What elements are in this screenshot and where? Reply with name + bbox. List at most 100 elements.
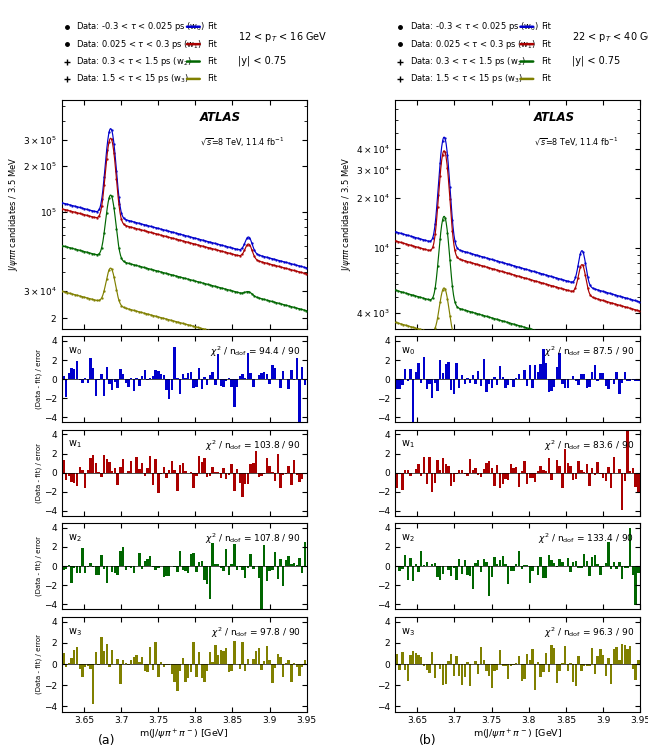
Bar <box>293 379 295 380</box>
Bar <box>111 379 113 389</box>
Bar <box>128 379 130 387</box>
Bar <box>84 473 86 488</box>
Bar <box>396 654 398 664</box>
Bar <box>203 376 205 379</box>
Bar <box>480 473 482 477</box>
Bar <box>588 473 591 486</box>
Bar <box>610 473 612 489</box>
Bar <box>293 563 295 566</box>
Bar <box>458 379 461 388</box>
Bar <box>399 473 401 474</box>
Bar <box>190 373 192 379</box>
Bar <box>154 370 157 379</box>
Bar <box>474 661 477 664</box>
Bar <box>591 468 594 473</box>
Bar <box>135 655 138 664</box>
Bar <box>84 664 86 667</box>
Bar <box>504 563 507 566</box>
Bar <box>249 554 252 566</box>
Bar <box>518 551 520 566</box>
Bar <box>621 644 623 664</box>
Bar <box>556 367 558 379</box>
Bar <box>192 553 195 566</box>
Bar <box>247 566 249 569</box>
Bar <box>415 564 417 566</box>
Bar <box>488 664 491 676</box>
Bar <box>561 562 564 566</box>
Bar <box>509 664 512 666</box>
Bar <box>570 566 572 572</box>
Bar <box>225 379 227 381</box>
Bar <box>282 664 284 677</box>
Bar <box>266 458 268 473</box>
Bar <box>241 566 244 569</box>
Bar <box>89 563 92 566</box>
Bar <box>504 473 507 479</box>
Bar <box>144 370 146 379</box>
Bar <box>542 664 544 672</box>
Bar <box>627 379 629 381</box>
Bar <box>144 561 146 566</box>
Bar <box>623 566 626 568</box>
Bar <box>493 376 496 379</box>
Bar <box>209 473 211 476</box>
Bar <box>247 473 249 483</box>
Bar <box>76 361 78 379</box>
Bar <box>266 373 268 379</box>
Bar <box>445 464 447 473</box>
Bar <box>181 373 184 379</box>
Text: Fit: Fit <box>541 40 551 49</box>
Bar <box>165 379 168 390</box>
Bar <box>580 664 583 671</box>
Bar <box>252 379 255 387</box>
Bar <box>548 664 550 672</box>
Bar <box>586 664 588 666</box>
Bar <box>428 379 431 385</box>
Bar <box>496 664 498 670</box>
Bar <box>76 566 78 573</box>
Bar <box>133 379 135 391</box>
Bar <box>406 470 409 473</box>
Bar <box>439 360 441 379</box>
Bar <box>406 664 409 681</box>
Bar <box>594 473 596 474</box>
Bar <box>157 370 159 379</box>
Bar <box>268 466 271 473</box>
Bar <box>71 566 73 583</box>
Bar <box>301 566 303 572</box>
Bar <box>412 566 414 581</box>
Bar <box>288 660 290 664</box>
Bar <box>92 455 95 473</box>
Text: Fit: Fit <box>207 40 217 49</box>
Bar <box>298 664 301 675</box>
Text: w$_3$: w$_3$ <box>401 626 415 638</box>
Bar <box>89 664 92 669</box>
Bar <box>95 379 97 397</box>
Bar <box>410 473 411 476</box>
Bar <box>561 663 564 664</box>
Bar <box>138 379 141 386</box>
Bar <box>507 379 509 385</box>
Bar <box>174 566 176 567</box>
Bar <box>252 566 255 569</box>
Bar <box>632 468 634 473</box>
Bar <box>84 378 86 379</box>
Bar <box>152 376 154 379</box>
Bar <box>78 379 81 380</box>
Bar <box>217 655 219 664</box>
Bar <box>607 379 610 389</box>
Bar <box>122 547 124 566</box>
Bar <box>65 664 67 667</box>
Bar <box>550 379 553 391</box>
Bar <box>252 463 255 473</box>
Bar <box>602 473 605 478</box>
Bar <box>141 376 143 379</box>
Bar <box>436 459 439 473</box>
Bar <box>290 370 292 379</box>
Text: $\chi^2$ / n$_{\mathrm{dof}}$ = 107.8 / 90: $\chi^2$ / n$_{\mathrm{dof}}$ = 107.8 / … <box>205 532 301 546</box>
Bar <box>556 566 558 567</box>
Bar <box>458 559 461 566</box>
Bar <box>192 473 195 488</box>
Bar <box>453 566 455 568</box>
Bar <box>491 566 493 578</box>
